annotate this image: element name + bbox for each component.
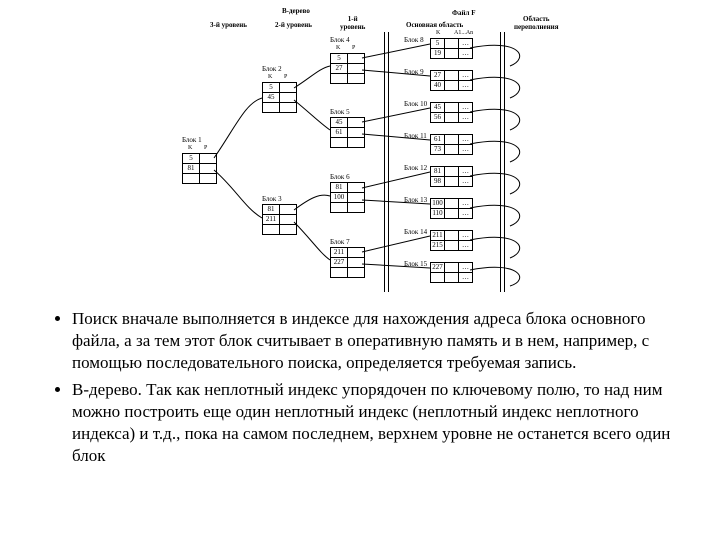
- file-4-table: 81… 98…: [430, 166, 473, 187]
- file-6-label: Блок 14: [404, 228, 427, 236]
- l2-1-label: Блок 3: [262, 195, 282, 203]
- l1-0-label: Блок 4: [330, 36, 350, 44]
- hdr-file: Файл F: [452, 10, 476, 18]
- root-K: K: [188, 145, 192, 151]
- file-5-label: Блок 13: [404, 196, 427, 204]
- hdr-btree: B-дерево: [282, 8, 310, 16]
- l1-K: K: [336, 45, 340, 51]
- file-3-table: 61… 73…: [430, 134, 473, 155]
- bullet-1: Поиск вначале выполняется в индексе для …: [72, 308, 678, 373]
- hdr-l3: 3-й уровень: [210, 22, 247, 30]
- file-0-label: Блок 8: [404, 36, 424, 44]
- l2-0-label: Блок 2: [262, 65, 282, 73]
- file-2-table: 45… 56…: [430, 102, 473, 123]
- l2-0-table: 5 45: [262, 82, 297, 113]
- file-3-label: Блок 11: [404, 132, 427, 140]
- file-A: A1...An: [454, 30, 473, 36]
- hdr-l2: 2-й уровень: [275, 22, 312, 30]
- file-1-label: Блок 9: [404, 68, 424, 76]
- page: B-дерево 3-й уровень 2-й уровень 1-й уро…: [0, 0, 720, 540]
- l2-K-0: K: [268, 74, 272, 80]
- bullet-list: Поиск вначале выполняется в индексе для …: [52, 308, 678, 472]
- file-7-table: 227… …: [430, 262, 473, 283]
- root-P: P: [204, 145, 207, 151]
- l1-1-table: 45 61: [330, 117, 365, 148]
- l1-3-label: Блок 7: [330, 238, 350, 246]
- l1-1-label: Блок 5: [330, 108, 350, 116]
- root-table: 5 81: [182, 153, 217, 184]
- l2-1-table: 81 211: [262, 204, 297, 235]
- l1-2-table: 81 100: [330, 182, 365, 213]
- connectors: [170, 8, 580, 298]
- bullet-2: В-дерево. Так как неплотный индекс упоря…: [72, 379, 678, 466]
- hdr-l1: 1-й уровень: [340, 16, 365, 31]
- l1-P: P: [352, 45, 355, 51]
- l1-3-table: 211 227: [330, 247, 365, 278]
- file-2-label: Блок 10: [404, 100, 427, 108]
- l1-0-table: 5 27: [330, 53, 365, 84]
- l1-2-label: Блок 6: [330, 173, 350, 181]
- file-7-label: Блок 15: [404, 260, 427, 268]
- hdr-overflow: Область переполнения: [514, 16, 559, 31]
- btree-diagram: B-дерево 3-й уровень 2-й уровень 1-й уро…: [170, 8, 580, 298]
- file-5-table: 100… 110…: [430, 198, 473, 219]
- file-K: K: [436, 30, 440, 36]
- root-label: Блок 1: [182, 136, 202, 144]
- hdr-main: Основная область: [406, 22, 463, 30]
- file-0-table: 5… 19…: [430, 38, 473, 59]
- file-4-label: Блок 12: [404, 164, 427, 172]
- file-6-table: 211… 215…: [430, 230, 473, 251]
- l2-P-0: P: [284, 74, 287, 80]
- file-1-table: 27… 40…: [430, 70, 473, 91]
